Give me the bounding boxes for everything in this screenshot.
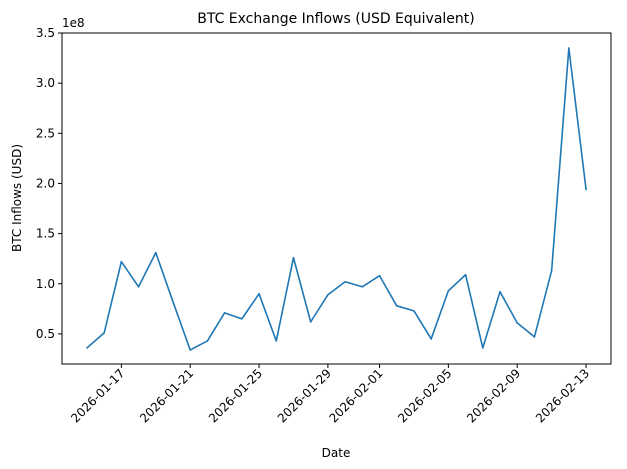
data-point: [292, 256, 295, 259]
data-point: [275, 340, 278, 342]
data-point: [189, 349, 192, 351]
data-point: [516, 322, 519, 324]
y-axis-label: BTC Inflows (USD): [10, 144, 24, 252]
y-tick-label: 0.5: [36, 327, 55, 341]
data-point: [499, 290, 501, 293]
chart-title: BTC Exchange Inflows (USD Equivalent): [197, 11, 475, 27]
data-point: [154, 251, 157, 254]
series-line: [86, 47, 587, 351]
y-tick-label: 3.0: [36, 76, 55, 90]
x-axis-label: Date: [322, 446, 351, 460]
data-point: [533, 336, 536, 338]
y-tick-label: 2.0: [36, 176, 55, 190]
data-point: [172, 301, 174, 303]
y-tick-label: 1.0: [36, 277, 55, 291]
data-point: [361, 285, 364, 288]
data-point: [481, 347, 484, 349]
data-point: [568, 47, 570, 49]
plot-frame: [61, 32, 612, 365]
data-point: [585, 188, 587, 191]
data-point: [430, 338, 432, 340]
data-point: [550, 269, 553, 272]
data-point: [447, 289, 450, 292]
y-tick-label: 3.5: [36, 26, 55, 40]
series-group: [86, 47, 587, 351]
y-axis-ticks: 0.5 1.0 1.5 2.0 2.5 3.0 3.5: [36, 26, 62, 341]
data-point: [413, 310, 415, 312]
data-point: [344, 280, 346, 283]
data-point: [464, 273, 467, 276]
data-point: [258, 292, 260, 295]
data-point: [241, 318, 243, 320]
data-point: [137, 285, 140, 288]
y-axis-offset-label: 1e8: [62, 16, 85, 30]
data-point: [120, 260, 123, 263]
data-point: [206, 340, 209, 342]
data-point: [86, 347, 88, 349]
data-point: [378, 274, 381, 277]
data-point: [327, 293, 329, 296]
y-tick-label: 1.5: [36, 227, 55, 241]
y-tick-label: 2.5: [36, 126, 55, 140]
data-point: [103, 332, 105, 334]
data-point: [223, 312, 226, 314]
data-point: [309, 321, 312, 323]
data-point: [395, 305, 398, 307]
